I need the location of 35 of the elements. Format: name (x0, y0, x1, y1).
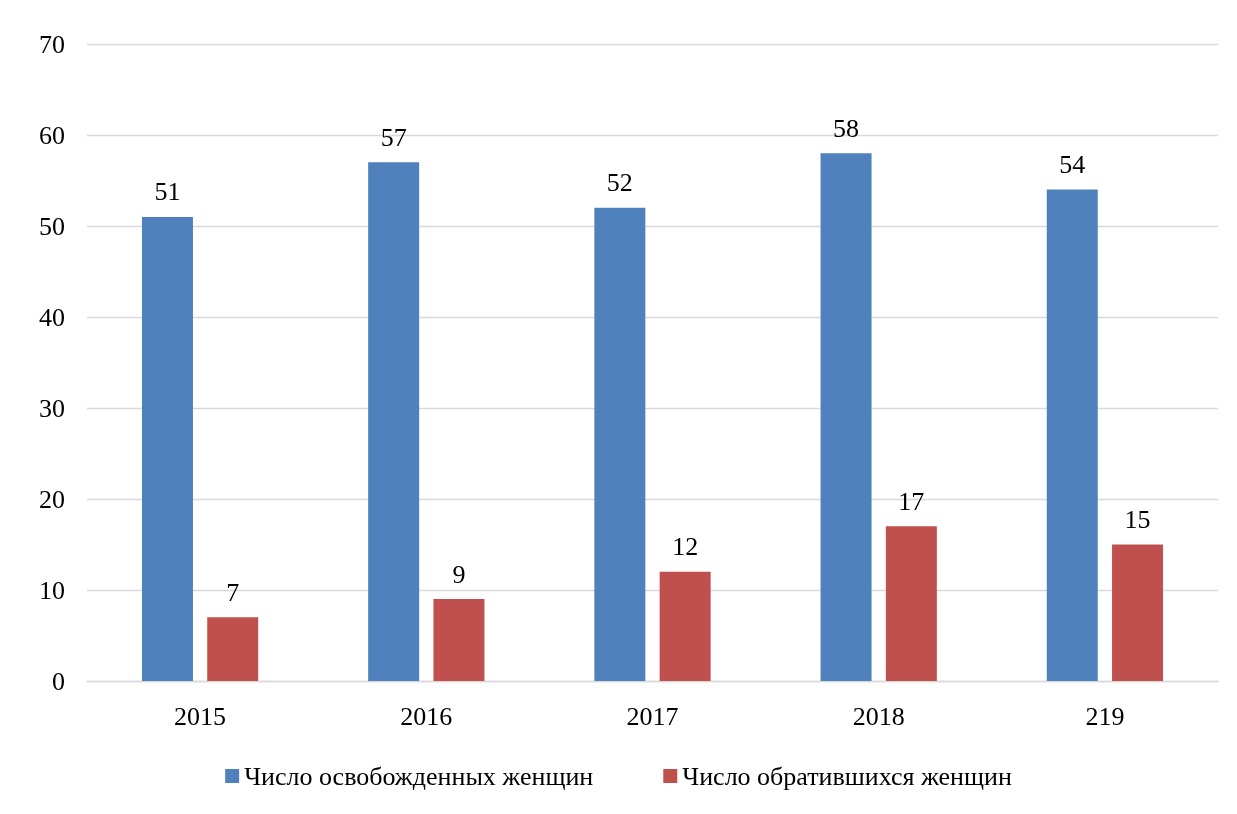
y-tick-label: 60 (39, 120, 65, 150)
y-tick-label: 70 (39, 29, 65, 59)
x-tick-label: 219 (1085, 701, 1125, 731)
x-tick-label: 2016 (400, 701, 453, 731)
bar (659, 571, 711, 681)
data-label: 51 (154, 177, 181, 207)
bar (141, 216, 193, 681)
y-tick-label: 0 (52, 666, 65, 696)
bar (433, 599, 485, 681)
x-tick-label: 2018 (852, 701, 905, 731)
y-tick-label: 10 (39, 575, 65, 605)
data-label: 7 (226, 577, 240, 607)
bar (820, 153, 872, 681)
bar (1046, 189, 1098, 681)
x-tick-label: 2017 (626, 701, 679, 731)
data-label: 9 (452, 559, 466, 589)
bar (368, 162, 420, 681)
bar (885, 526, 937, 681)
y-tick-label: 40 (39, 302, 65, 332)
y-tick-label: 20 (39, 484, 65, 514)
bar (1112, 544, 1164, 681)
bar (207, 617, 259, 681)
x-tick-label: 2015 (174, 701, 227, 731)
data-label: 58 (833, 113, 860, 143)
data-label: 57 (380, 122, 407, 152)
y-tick-label: 30 (39, 393, 65, 423)
data-label: 15 (1124, 505, 1151, 534)
data-label: 17 (898, 486, 925, 516)
y-tick-label: 50 (39, 211, 65, 241)
legend-label: Число обратившихся женщин (682, 761, 1012, 791)
bar (594, 207, 646, 681)
data-label: 54 (1059, 150, 1086, 180)
data-label: 52 (606, 168, 633, 198)
legend-label: Число освобожденных женщин (244, 761, 594, 791)
data-label: 12 (672, 532, 699, 562)
